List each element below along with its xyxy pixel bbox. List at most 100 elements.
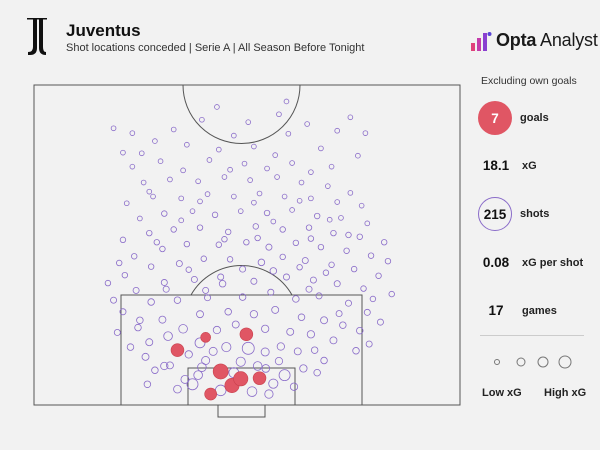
- shot-point-0: [186, 378, 199, 391]
- shot-point-35: [224, 308, 232, 316]
- shot-point-10: [221, 342, 232, 353]
- shot-point-122: [221, 174, 228, 180]
- stats-divider: [480, 335, 584, 336]
- shot-point-38: [297, 313, 306, 321]
- shot-point-87: [116, 259, 123, 267]
- shot-point-33: [158, 315, 167, 324]
- shot-point-138: [285, 130, 292, 137]
- xg-size-legend: [494, 355, 572, 369]
- shot-point-117: [334, 199, 341, 205]
- shot-point-112: [204, 191, 211, 197]
- goal-point-2: [233, 371, 249, 387]
- shot-point-136: [152, 138, 158, 144]
- xg-per-shot-value: 0.08: [482, 255, 510, 270]
- shot-point-15: [184, 350, 193, 359]
- shot-point-22: [178, 324, 188, 334]
- shot-point-192: [347, 114, 354, 121]
- shot-point-62: [333, 280, 341, 288]
- shot-point-142: [199, 116, 205, 123]
- xg-value: 18.1: [482, 158, 510, 173]
- shot-point-99: [137, 215, 143, 222]
- shot-point-21: [163, 331, 173, 341]
- shot-point-170: [345, 231, 352, 239]
- shot-point-183: [308, 169, 314, 175]
- shot-point-147: [261, 364, 271, 373]
- shot-point-37: [271, 306, 280, 314]
- shot-point-165: [185, 266, 192, 273]
- shot-point-34: [196, 310, 204, 319]
- shot-point-79: [183, 240, 191, 248]
- shot-point-12: [260, 347, 270, 357]
- shot-point-23: [212, 325, 222, 335]
- shot-point-75: [375, 272, 382, 279]
- shot-point-108: [364, 220, 371, 227]
- shot-point-139: [334, 127, 341, 134]
- shot-point-163: [104, 279, 112, 287]
- shot-point-191: [129, 130, 136, 136]
- legend-circle-xs: [494, 359, 500, 365]
- shot-point-128: [157, 158, 164, 164]
- legend-circle-m: [537, 356, 549, 368]
- shots-label: shots: [520, 208, 550, 220]
- shot-point-127: [129, 163, 136, 170]
- shot-point-164: [384, 257, 392, 265]
- goal-point-5: [239, 327, 254, 342]
- shot-point-143: [362, 130, 369, 136]
- shot-point-118: [358, 202, 365, 209]
- shot-point-20: [194, 337, 206, 349]
- goal-point-7: [200, 332, 211, 343]
- shot-point-196: [264, 389, 274, 399]
- shot-point-166: [296, 264, 303, 271]
- shot-point-80: [215, 241, 222, 248]
- shot-point-36: [249, 310, 258, 319]
- shot-point-175: [251, 199, 257, 206]
- shot-point-27: [306, 330, 316, 339]
- shot-point-157: [218, 280, 227, 288]
- shot-point-151: [310, 346, 319, 354]
- shot-point-187: [355, 152, 361, 159]
- xg-per-shot-label: xG per shot: [522, 256, 584, 269]
- shot-point-3: [278, 369, 291, 382]
- shot-point-156: [305, 285, 313, 293]
- shot-point-100: [161, 210, 168, 217]
- shot-point-19: [313, 368, 321, 377]
- shot-point-53: [363, 308, 371, 316]
- opta-analyst-brand: Opta Analyst: [470, 30, 598, 51]
- xg-label: xG: [522, 159, 537, 172]
- shot-point-77: [131, 253, 138, 260]
- shot-point-55: [132, 286, 140, 294]
- legend-circle-s: [516, 357, 526, 367]
- games-label: games: [522, 304, 557, 317]
- shot-point-132: [328, 163, 335, 170]
- shot-point-49: [267, 288, 275, 296]
- shot-point-89: [146, 229, 153, 237]
- penalty-box: [120, 294, 363, 406]
- shot-point-98: [381, 239, 388, 246]
- shot-point-70: [257, 258, 266, 267]
- shot-point-107: [338, 215, 344, 221]
- shot-point-4: [268, 378, 279, 389]
- juventus-logo-icon: [27, 18, 47, 55]
- shot-point-48: [238, 293, 247, 301]
- shot-point-60: [283, 273, 290, 281]
- shot-point-106: [313, 212, 321, 220]
- shot-point-158: [269, 267, 278, 275]
- shot-point-140: [120, 149, 126, 156]
- shot-point-180: [180, 167, 186, 174]
- shot-point-1: [214, 384, 227, 397]
- shot-point-85: [343, 247, 350, 254]
- shot-point-50: [292, 295, 300, 303]
- shot-point-162: [369, 295, 377, 303]
- shot-point-29: [352, 347, 360, 355]
- legend-high-xg: High xG: [544, 387, 587, 399]
- stat-goals: 7 goals: [478, 101, 549, 135]
- shot-point-121: [195, 178, 201, 185]
- shot-point-44: [119, 308, 127, 316]
- shot-point-94: [279, 226, 286, 233]
- brand-name-bold: Opta: [496, 30, 537, 50]
- shot-point-124: [274, 174, 280, 180]
- shot-point-154: [335, 310, 343, 318]
- shot-point-32: [134, 323, 142, 332]
- shot-point-102: [211, 211, 219, 219]
- shot-point-148: [289, 382, 299, 391]
